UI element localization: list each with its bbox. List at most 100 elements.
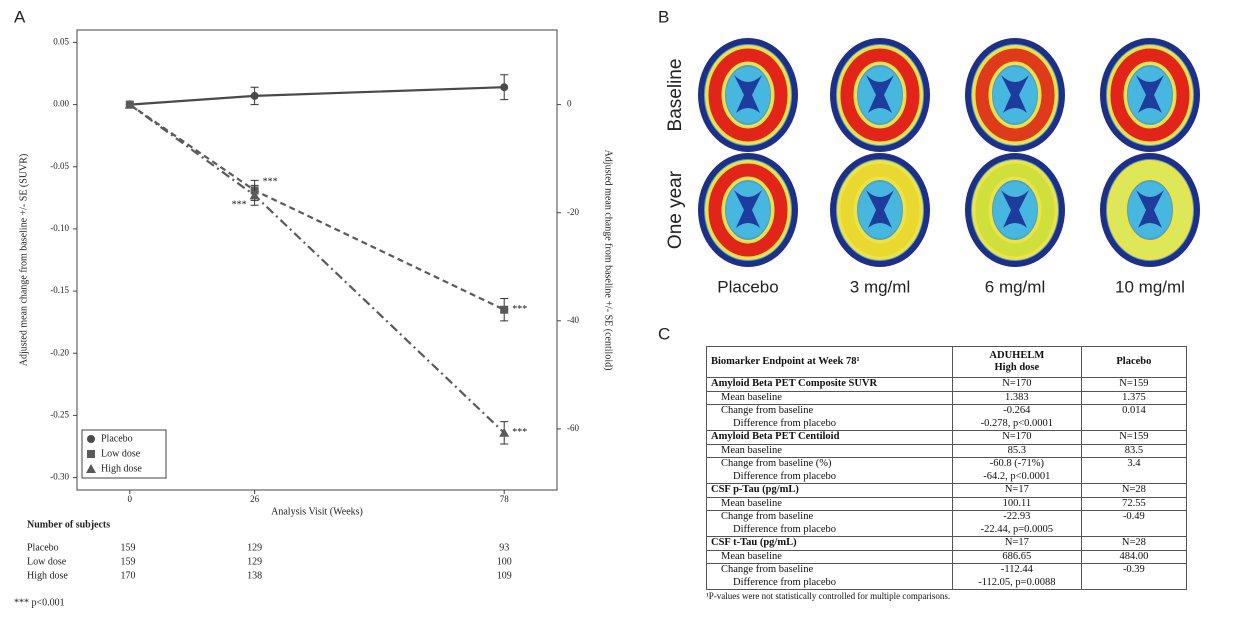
cell-text: 1.383 bbox=[957, 392, 1077, 405]
marker bbox=[251, 92, 259, 100]
header-text: Biomarker Endpoint at Week 78¹ bbox=[711, 356, 948, 369]
cell-text: Mean baseline bbox=[721, 551, 948, 564]
cell-text: -0.39 bbox=[1086, 564, 1182, 577]
column-label: 3 mg/ml bbox=[850, 277, 910, 296]
series-line bbox=[130, 105, 504, 310]
section-cell: N=159 bbox=[1081, 378, 1186, 392]
brain-image bbox=[830, 38, 930, 152]
section-cell: Amyloid Beta PET Composite SUVR bbox=[707, 378, 953, 392]
data-cell: 72.55 bbox=[1081, 497, 1186, 511]
data-cell: -0.264-0.278, p<0.0001 bbox=[952, 405, 1081, 431]
header-text: High dose bbox=[957, 362, 1077, 375]
column-label: 10 mg/ml bbox=[1115, 277, 1185, 296]
cell-text: -0.278, p<0.0001 bbox=[957, 418, 1077, 431]
data-cell: 100.11 bbox=[952, 497, 1081, 511]
x-tick-label: 26 bbox=[250, 494, 260, 504]
section-row: Amyloid Beta PET CentiloidN=170N=159 bbox=[707, 431, 1187, 445]
cell-text: Mean baseline bbox=[721, 445, 948, 458]
data-cell: 484.00 bbox=[1081, 550, 1186, 564]
panel-letter: B bbox=[658, 7, 669, 26]
footnote: *** p<0.001 bbox=[14, 597, 65, 608]
cell-text: Difference from placebo bbox=[721, 418, 948, 431]
cell-text: -0.264 bbox=[957, 405, 1077, 418]
data-cell: -0.49 bbox=[1081, 511, 1186, 537]
data-cell: -22.93-22.44, p=0.0005 bbox=[952, 511, 1081, 537]
marker bbox=[500, 306, 508, 314]
data-row: Change from baseline (%)Difference from … bbox=[707, 458, 1187, 484]
subjects-count: 100 bbox=[497, 556, 512, 567]
data-cell: 0.014 bbox=[1081, 405, 1186, 431]
data-cell: 85.3 bbox=[952, 444, 1081, 458]
data-cell: Mean baseline bbox=[707, 550, 953, 564]
cell-text: Difference from placebo bbox=[721, 471, 948, 484]
data-cell: -112.44-112.05, p=0.0088 bbox=[952, 564, 1081, 590]
cell-text: 85.3 bbox=[957, 445, 1077, 458]
section-cell: CSF t-Tau (pg/mL) bbox=[707, 537, 953, 551]
section-cell: N=17 bbox=[952, 484, 1081, 498]
x-tick-label: 78 bbox=[500, 494, 510, 504]
subjects-count: 109 bbox=[497, 570, 512, 581]
subjects-group: High dose bbox=[27, 570, 68, 581]
subjects-count: 159 bbox=[121, 542, 136, 553]
header-text: Placebo bbox=[1086, 356, 1182, 369]
column-label: 6 mg/ml bbox=[985, 277, 1045, 296]
header-cell: Biomarker Endpoint at Week 78¹ bbox=[707, 347, 953, 378]
cell-text: Mean baseline bbox=[721, 498, 948, 511]
x-tick-label: 0 bbox=[128, 494, 133, 504]
brain-image bbox=[965, 153, 1065, 267]
subjects-count: 129 bbox=[247, 556, 262, 567]
marker bbox=[500, 83, 508, 91]
data-row: Change from baselineDifference from plac… bbox=[707, 405, 1187, 431]
subjects-count: 170 bbox=[121, 570, 136, 581]
y-tick-label: -0.10 bbox=[50, 223, 69, 233]
subjects-count: 138 bbox=[247, 570, 262, 581]
data-cell: -60.8 (-71%)-64.2, p<0.0001 bbox=[952, 458, 1081, 484]
y2-tick-label: -40 bbox=[567, 315, 579, 325]
data-cell: Mean baseline bbox=[707, 391, 953, 405]
marker bbox=[499, 428, 509, 437]
section-cell: N=170 bbox=[952, 378, 1081, 392]
data-row: Mean baseline1.3831.375 bbox=[707, 391, 1187, 405]
annotation: *** bbox=[512, 427, 527, 438]
column-label: Placebo bbox=[717, 277, 778, 296]
cell-text: 484.00 bbox=[1086, 551, 1182, 564]
section-cell: Amyloid Beta PET Centiloid bbox=[707, 431, 953, 445]
row-label: Baseline bbox=[665, 59, 686, 132]
cell-text: -22.44, p=0.0005 bbox=[957, 524, 1077, 537]
data-row: Mean baseline 85.3 83.5 bbox=[707, 444, 1187, 458]
y-axis-title: Adjusted mean change from baseline +/- S… bbox=[18, 154, 29, 367]
y2-axis-title: Adjusted mean change from baseline +/- S… bbox=[603, 150, 614, 371]
brain-image bbox=[965, 38, 1065, 152]
data-cell: 83.5 bbox=[1081, 444, 1186, 458]
legend-label: High dose bbox=[101, 463, 142, 474]
y2-tick-label: -20 bbox=[567, 207, 579, 217]
section-cell: N=28 bbox=[1081, 484, 1186, 498]
y2-tick-label: -60 bbox=[567, 423, 579, 433]
cell-text: 3.4 bbox=[1086, 458, 1182, 471]
marker bbox=[87, 450, 95, 458]
subjects-title: Number of subjects bbox=[27, 519, 110, 530]
annotation: *** bbox=[263, 177, 278, 188]
cell-text: -22.93 bbox=[957, 511, 1077, 524]
cell-text: -112.44 bbox=[957, 564, 1077, 577]
data-row: Mean baseline 100.11 72.55 bbox=[707, 497, 1187, 511]
cell-text: 83.5 bbox=[1086, 445, 1182, 458]
data-cell: Change from baselineDifference from plac… bbox=[707, 405, 953, 431]
subjects-count: 129 bbox=[247, 542, 262, 553]
row-label: One year bbox=[665, 170, 686, 249]
cell-text: Mean baseline bbox=[721, 392, 948, 405]
brain-image bbox=[1100, 38, 1200, 152]
y-tick-label: -0.15 bbox=[50, 285, 69, 295]
cell-text: 72.55 bbox=[1086, 498, 1182, 511]
data-cell: -0.39 bbox=[1081, 564, 1186, 590]
y-tick-label: 0.00 bbox=[53, 99, 69, 109]
cell-text: Change from baseline bbox=[721, 564, 948, 577]
annotation: *** bbox=[232, 200, 247, 211]
